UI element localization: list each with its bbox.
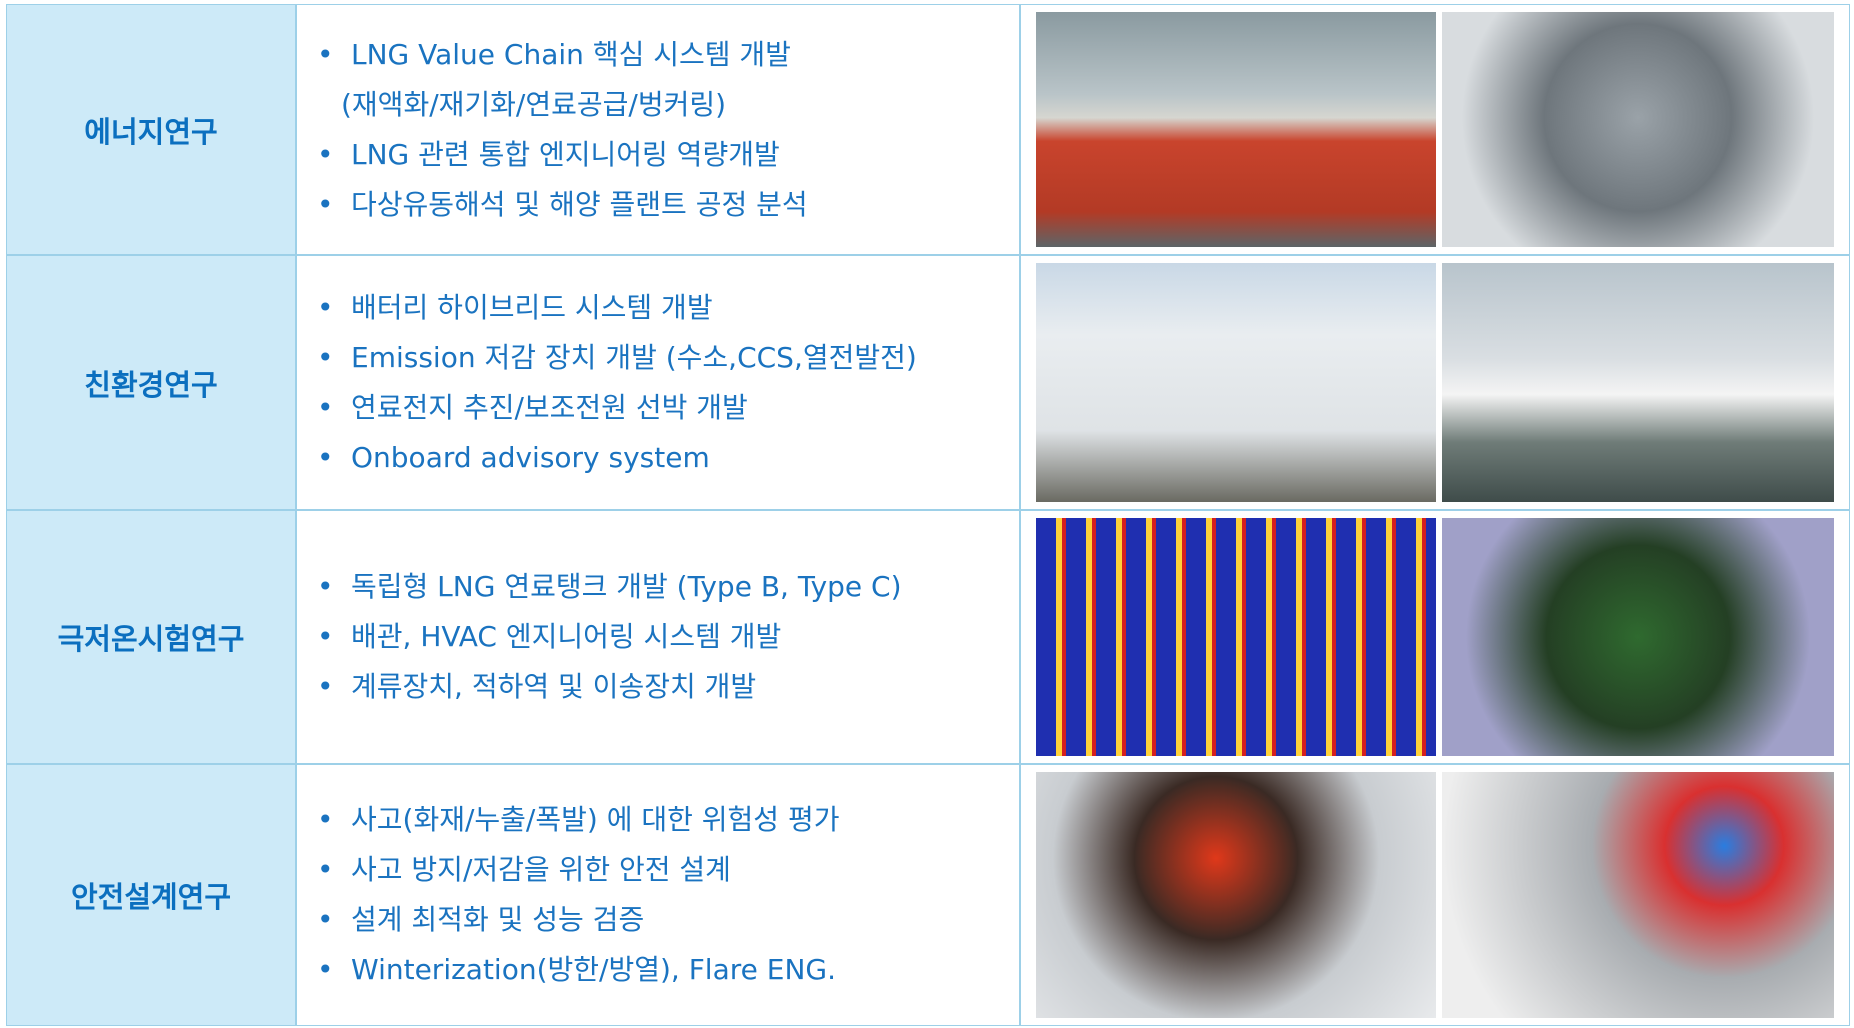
bullet-item: • 배터리 하이브리드 시스템 개발 <box>311 283 1019 333</box>
photo <box>1442 518 1834 756</box>
image-cell <box>1020 255 1850 510</box>
bullet: • <box>317 953 334 986</box>
bullet-text: 다상유동해석 및 해양 플랜트 공정 분석 <box>351 187 808 221</box>
bullet-text: 사고 방지/저감을 위한 안전 설계 <box>351 853 731 886</box>
bullet-item: • Onboard advisory system <box>311 433 1019 483</box>
bullet-text: 배터리 하이브리드 시스템 개발 <box>351 290 713 324</box>
bullet: • <box>317 853 334 886</box>
category-cell: 친환경연구 <box>6 255 296 510</box>
bullet-item: • Emission 저감 장치 개발 (수소,CCS,열전발전) <box>311 333 1019 383</box>
bullet-item: • 사고(화재/누출/폭발) 에 대한 위험성 평가 <box>311 795 1019 845</box>
bullet-list: • 배터리 하이브리드 시스템 개발 • Emission 저감 장치 개발 (수소,… <box>296 255 1020 510</box>
bullet-item: • LNG Value Chain 핵심 시스템 개발 <box>311 30 1019 80</box>
bullet: • <box>317 290 334 324</box>
bullet-text: 배관, HVAC 엔지니어링 시스템 개발 <box>351 620 782 653</box>
category-cell: 에너지연구 <box>6 4 296 255</box>
bullet-list: • 독립형 LNG 연료탱크 개발 (Type B, Type C) • 배관, HV… <box>296 510 1020 764</box>
bullet-list: • LNG Value Chain 핵심 시스템 개발 (재액화/재기화/연료공급/… <box>296 4 1020 255</box>
bullet-text: Onboard advisory system <box>351 440 710 474</box>
category-cell: 극저온시험연구 <box>6 510 296 764</box>
bullet-item: • 독립형 LNG 연료탱크 개발 (Type B, Type C) <box>311 562 1019 612</box>
photo <box>1442 772 1834 1018</box>
bullet: • <box>317 137 334 171</box>
bullet-text: LNG 관련 통합 엔지니어링 역량개발 <box>351 137 780 171</box>
category-cell: 안전설계연구 <box>6 764 296 1026</box>
bullet-text: Winterization(방한/방열), Flare ENG. <box>351 953 837 986</box>
bullet-item: • 설계 최적화 및 성능 검증 <box>311 895 1019 945</box>
image-cell <box>1020 764 1850 1026</box>
photo <box>1036 12 1436 247</box>
bullet: • <box>317 620 334 653</box>
image-cell <box>1020 4 1850 255</box>
bullet-item: • 다상유동해석 및 해양 플랜트 공정 분석 <box>311 180 1019 230</box>
bullet-item: • Winterization(방한/방열), Flare ENG. <box>311 945 1019 995</box>
bullet-text: 사고(화재/누출/폭발) 에 대한 위험성 평가 <box>351 803 840 836</box>
photo <box>1036 772 1436 1018</box>
bullet: • <box>317 670 334 703</box>
image-cell <box>1020 510 1850 764</box>
photo <box>1442 12 1834 247</box>
bullet-text: 설계 최적화 및 성능 검증 <box>351 903 645 936</box>
bullet: • <box>317 440 334 474</box>
photo <box>1036 263 1436 502</box>
bullet-text: (재액화/재기화/연료공급/벙커링) <box>341 87 727 121</box>
bullet-text: 계류장치, 적하역 및 이송장치 개발 <box>351 670 757 703</box>
bullet: • <box>317 570 334 603</box>
bullet: • <box>317 340 334 374</box>
photo <box>1442 263 1834 502</box>
bullet-text: LNG Value Chain 핵심 시스템 개발 <box>351 37 791 71</box>
bullet-item: • 배관, HVAC 엔지니어링 시스템 개발 <box>311 612 1019 662</box>
bullet: • <box>317 390 334 424</box>
bullet: • <box>317 803 334 836</box>
bullet-text: Emission 저감 장치 개발 (수소,CCS,열전발전) <box>351 340 917 374</box>
bullet-text: 독립형 LNG 연료탱크 개발 (Type B, Type C) <box>351 570 902 603</box>
bullet-item: • 계류장치, 적하역 및 이송장치 개발 <box>311 662 1019 712</box>
bullet-item: • 연료전지 추진/보조전원 선박 개발 <box>311 383 1019 433</box>
photo <box>1036 518 1436 756</box>
bullet: • <box>317 903 334 936</box>
bullet-text: 연료전지 추진/보조전원 선박 개발 <box>351 390 748 424</box>
bullet-list: • 사고(화재/누출/폭발) 에 대한 위험성 평가 • 사고 방지/저감을 위한 안… <box>296 764 1020 1026</box>
bullet-item: (재액화/재기화/연료공급/벙커링) <box>311 80 1019 130</box>
bullet-item: • LNG 관련 통합 엔지니어링 역량개발 <box>311 130 1019 180</box>
bullet: • <box>317 37 334 71</box>
bullet-item: • 사고 방지/저감을 위한 안전 설계 <box>311 845 1019 895</box>
bullet: • <box>317 187 334 221</box>
